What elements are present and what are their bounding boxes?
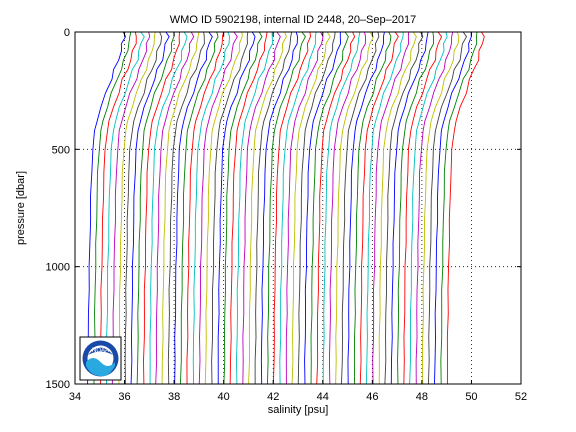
- profile-line: [229, 31, 268, 385]
- profile-lines: [87, 31, 485, 385]
- profile-line: [316, 31, 356, 385]
- profile-line: [397, 31, 434, 385]
- profile-line: [372, 31, 410, 385]
- x-tick-label: 38: [168, 391, 180, 403]
- x-tick-label: 44: [317, 391, 329, 403]
- profile-line: [359, 31, 399, 385]
- noaa-logo: NOAA: [79, 336, 122, 381]
- profile-line: [149, 31, 188, 385]
- profile-line: [304, 31, 342, 385]
- profile-line: [267, 31, 306, 385]
- profile-line: [390, 31, 429, 385]
- profile-line: [322, 31, 361, 385]
- profile-line: [291, 31, 331, 385]
- profile-line: [422, 31, 460, 385]
- profile-line: [106, 31, 145, 385]
- profile-line: [384, 31, 424, 385]
- y-tick-label: 500: [52, 144, 70, 156]
- plot-frame: [74, 31, 522, 385]
- profile-line: [211, 31, 249, 385]
- profile-line: [242, 31, 281, 385]
- profile-line: [93, 31, 132, 385]
- profile-line: [167, 31, 205, 385]
- profile-line: [403, 31, 443, 385]
- profile-line: [124, 31, 163, 385]
- profile-line: [341, 31, 380, 385]
- profile-line: [279, 31, 317, 385]
- profile-line: [143, 31, 181, 385]
- profile-line: [99, 31, 137, 385]
- profile-line: [409, 31, 448, 385]
- y-tick-label: 1500: [46, 379, 70, 391]
- x-tick-label: 48: [416, 391, 428, 403]
- profile-line: [111, 31, 151, 385]
- chart-title: WMO ID 5902198, internal ID 2448, 20–Sep…: [170, 14, 416, 26]
- profile-line: [365, 31, 404, 385]
- x-tick-label: 34: [69, 391, 81, 403]
- profile-line: [192, 31, 231, 385]
- x-tick-label: 40: [218, 391, 230, 403]
- x-tick-label: 50: [465, 391, 477, 403]
- logo-wave: [86, 358, 115, 377]
- profile-line: [440, 31, 478, 385]
- profile-line: [297, 31, 336, 385]
- profile-line: [186, 31, 224, 385]
- profile-line: [118, 31, 156, 385]
- profile-line: [260, 31, 299, 385]
- x-tick-label: 42: [267, 391, 279, 403]
- profile-line: [155, 31, 195, 385]
- x-axis-label: salinity [psu]: [268, 404, 329, 416]
- profile-line: [446, 31, 485, 385]
- profile-line: [236, 31, 273, 385]
- profile-line: [353, 31, 392, 385]
- profile-line: [427, 31, 468, 385]
- x-tick-label: 36: [118, 391, 130, 403]
- profile-line: [136, 31, 175, 385]
- profile-line: [174, 31, 213, 385]
- profile-line: [434, 31, 472, 385]
- logo-text: NOAA: [92, 348, 109, 354]
- profile-line: [310, 31, 349, 385]
- profile-line: [161, 31, 200, 385]
- grid-lines: [75, 32, 521, 384]
- y-tick-label: 1000: [46, 262, 70, 274]
- profile-line: [198, 31, 238, 385]
- profile-line: [378, 31, 417, 385]
- profile-line: [204, 31, 243, 385]
- profile-line: [217, 31, 256, 385]
- profile-line: [248, 31, 287, 385]
- profile-line: [328, 31, 366, 385]
- x-axis: 34 36 38 40 42 44 46 48 50 52: [69, 32, 527, 403]
- logo-bird: [88, 347, 113, 355]
- profile-line: [335, 31, 375, 385]
- profile-line: [130, 31, 170, 385]
- x-tick-label: 52: [515, 391, 527, 403]
- profile-line: [272, 31, 311, 385]
- x-tick-label: 46: [366, 391, 378, 403]
- profile-line: [285, 31, 324, 385]
- y-tick-label: 0: [64, 27, 70, 39]
- profile-line: [87, 31, 126, 385]
- profile-line: [254, 31, 293, 384]
- y-axis: 0 500 1000 1500: [46, 27, 521, 391]
- y-axis-label: pressure [dbar]: [15, 171, 27, 245]
- profile-line: [347, 31, 385, 385]
- profile-line: [179, 31, 219, 385]
- profile-line: [223, 31, 263, 385]
- profile-line: [415, 31, 454, 385]
